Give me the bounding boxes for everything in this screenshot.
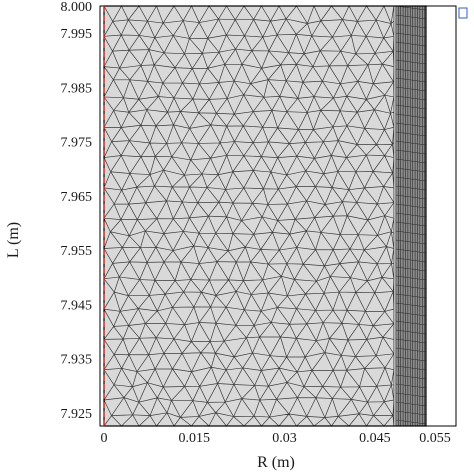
x-tick-label: 0: [101, 431, 108, 446]
y-tick-label: 7.985: [61, 81, 93, 96]
y-tick-label: 7.945: [61, 298, 93, 313]
y-tick-label: 7.935: [61, 353, 93, 368]
x-tick-label: 0.03: [272, 431, 297, 446]
y-tick-label: 7.995: [61, 27, 93, 42]
y-tick-label: 7.925: [61, 407, 93, 422]
y-axis-label: L (m): [5, 222, 22, 258]
x-tick-label: 0.045: [359, 431, 391, 446]
y-tick-label: 7.955: [61, 244, 93, 259]
x-tick-label: 0.055: [419, 431, 451, 446]
corner-marker: [458, 7, 468, 19]
x-tick-label: 0.015: [179, 431, 211, 446]
x-ticks: 0 0.015 0.03 0.045 0.055: [101, 431, 451, 446]
y-tick-label: 8.000: [61, 0, 93, 15]
y-ticks: 8.000 7.995 7.985 7.975 7.965 7.955 7.945 7.935…: [61, 0, 93, 422]
y-tick-label: 7.975: [61, 136, 93, 151]
boundary-layer-mesh: [395, 5, 427, 426]
x-axis-label: R (m): [257, 454, 295, 471]
mesh: [103, 5, 427, 427]
y-tick-label: 7.965: [61, 190, 93, 205]
